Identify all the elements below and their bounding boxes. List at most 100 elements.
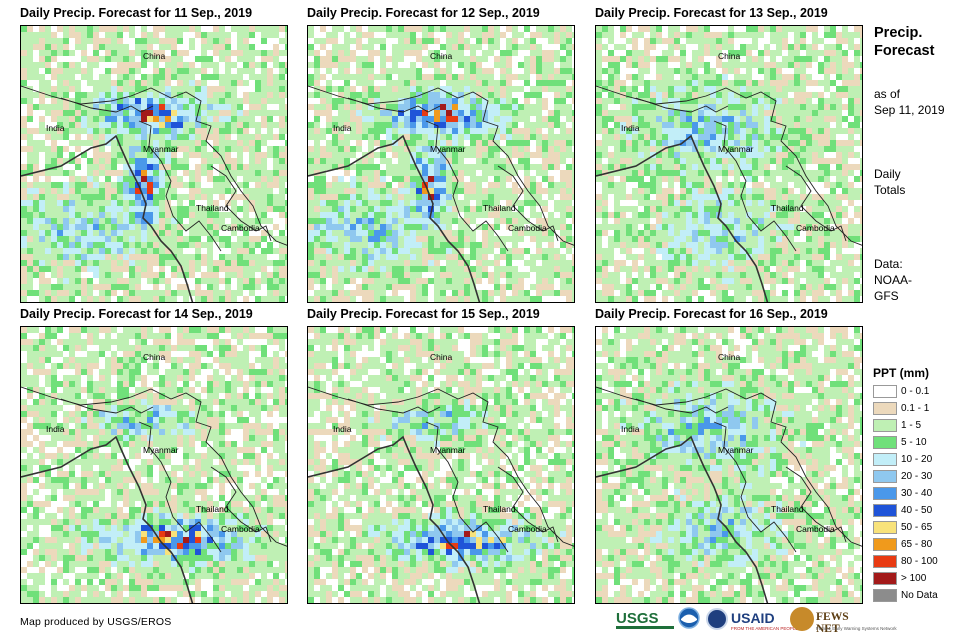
- precip-grid: [21, 26, 287, 302]
- map-canvas: China India Myanmar Thailand Cambodia: [308, 327, 574, 603]
- legend-label: > 100: [901, 572, 927, 584]
- precip-grid: [308, 327, 574, 603]
- noaa-icon: [678, 607, 700, 629]
- legend-swatch: [873, 537, 897, 551]
- map-label-myanmar: Myanmar: [430, 445, 466, 455]
- country-border: [635, 97, 729, 113]
- legend-row: 65 - 80: [873, 536, 963, 552]
- usgs-wave-icon: [616, 626, 674, 629]
- legend-swatch: [873, 520, 897, 534]
- legend-swatch: [873, 571, 897, 585]
- legend-swatch: [873, 469, 897, 483]
- map-label-myanmar: Myanmar: [430, 144, 466, 154]
- totals-line1: Daily: [874, 167, 901, 181]
- country-border: [713, 120, 797, 252]
- country-border: [785, 165, 847, 242]
- legend-swatch: [873, 588, 897, 602]
- map-label-cambodia: Cambodia: [221, 524, 260, 534]
- map-label-thailand: Thailand: [483, 203, 516, 213]
- precip-map: China India Myanmar Thailand Cambodia: [307, 25, 575, 303]
- precip-map: China India Myanmar Thailand Cambodia: [20, 326, 288, 604]
- panel-title: Daily Precip. Forecast for 15 Sep., 2019: [307, 307, 540, 321]
- legend-label: 40 - 50: [901, 504, 933, 516]
- map-label-cambodia: Cambodia: [508, 223, 547, 233]
- as-of-block: as of Sep 11, 2019: [874, 86, 945, 118]
- fewsnet-logo: FEWS NET Famine Early Warning Systems Ne…: [790, 606, 897, 635]
- map-label-thailand: Thailand: [771, 203, 804, 213]
- map-canvas: China India Myanmar Thailand Cambodia: [21, 26, 287, 302]
- precip-grid: [596, 327, 862, 603]
- partner-logos: USGS USAID FROM THE AMERICAN PEOPLE FEWS…: [616, 606, 897, 636]
- data-line1: Data:: [874, 257, 903, 271]
- legend-row: 10 - 20: [873, 451, 963, 467]
- map-label-cambodia: Cambodia: [221, 223, 260, 233]
- data-line2: NOAA-: [874, 273, 913, 287]
- country-border: [596, 386, 862, 547]
- legend-label: 5 - 10: [901, 436, 927, 448]
- map-label-india: India: [621, 123, 640, 133]
- legend-label: 20 - 30: [901, 470, 933, 482]
- panel-title: Daily Precip. Forecast for 12 Sep., 2019: [307, 6, 540, 20]
- country-border: [210, 165, 272, 242]
- map-label-myanmar: Myanmar: [143, 144, 179, 154]
- precip-map: China India Myanmar Thailand Cambodia: [595, 326, 863, 604]
- precip-map: China India Myanmar Thailand Cambodia: [595, 25, 863, 303]
- country-border: [596, 85, 862, 246]
- legend-label: 30 - 40: [901, 487, 933, 499]
- precip-map: China India Myanmar Thailand Cambodia: [20, 25, 288, 303]
- legend-title: PPT (mm): [873, 366, 930, 380]
- country-border: [138, 421, 222, 553]
- legend-swatch: [873, 435, 897, 449]
- map-label-india: India: [333, 123, 352, 133]
- legend-row: 20 - 30: [873, 468, 963, 484]
- legend-row: 0 - 0.1: [873, 383, 963, 399]
- map-label-myanmar: Myanmar: [718, 144, 754, 154]
- map-panel: Daily Precip. Forecast for 13 Sep., 2019…: [595, 6, 863, 303]
- map-label-india: India: [333, 424, 352, 434]
- country-border: [347, 398, 441, 414]
- as-of-label: as of: [874, 87, 901, 101]
- map-label-cambodia: Cambodia: [796, 223, 835, 233]
- legend-row: 30 - 40: [873, 485, 963, 501]
- legend-swatch: [873, 384, 897, 398]
- map-label-china: China: [718, 352, 740, 362]
- map-panel: Daily Precip. Forecast for 16 Sep., 2019…: [595, 307, 863, 604]
- map-canvas: China India Myanmar Thailand Cambodia: [596, 26, 862, 302]
- legend-label: 0.1 - 1: [901, 402, 930, 414]
- map-label-china: China: [718, 51, 740, 61]
- legend-label: No Data: [901, 589, 938, 601]
- legend-row: 80 - 100: [873, 553, 963, 569]
- country-border: [635, 398, 729, 414]
- country-border: [308, 85, 574, 246]
- fewsnet-emblem-icon: [790, 607, 814, 631]
- fewsnet-tagline: Famine Early Warning Systems Network: [816, 626, 897, 631]
- map-canvas: China India Myanmar Thailand Cambodia: [21, 327, 287, 603]
- country-border: [497, 165, 559, 242]
- data-source-block: Data: NOAA- GFS: [874, 256, 912, 304]
- precip-grid: [308, 26, 574, 302]
- usgs-logo: USGS: [616, 606, 674, 634]
- map-label-china: China: [430, 352, 452, 362]
- legend-label: 80 - 100: [901, 555, 938, 567]
- country-border: [60, 398, 154, 414]
- legend-swatch: [873, 486, 897, 500]
- map-label-thailand: Thailand: [196, 203, 229, 213]
- map-label-thailand: Thailand: [196, 504, 229, 514]
- country-border: [713, 421, 797, 553]
- noaa-logo: [678, 606, 700, 634]
- legend-rows: 0 - 0.1 0.1 - 1 1 - 5 5 - 10 10 - 20 20 - 30 3…: [873, 383, 963, 603]
- legend-row: No Data: [873, 587, 963, 603]
- precip-grid: [21, 327, 287, 603]
- map-panel: Daily Precip. Forecast for 11 Sep., 2019…: [20, 6, 288, 303]
- precip-map: China India Myanmar Thailand Cambodia: [307, 326, 575, 604]
- map-panel: Daily Precip. Forecast for 15 Sep., 2019…: [307, 307, 575, 604]
- legend-label: 0 - 0.1: [901, 385, 930, 397]
- country-border: [21, 85, 287, 246]
- map-panel: Daily Precip. Forecast for 14 Sep., 2019…: [20, 307, 288, 604]
- totals-line2: Totals: [874, 183, 906, 197]
- map-label-myanmar: Myanmar: [718, 445, 754, 455]
- legend-swatch: [873, 503, 897, 517]
- map-label-cambodia: Cambodia: [508, 524, 547, 534]
- coastline: [308, 435, 481, 603]
- usgs-wordmark: USGS: [616, 610, 659, 627]
